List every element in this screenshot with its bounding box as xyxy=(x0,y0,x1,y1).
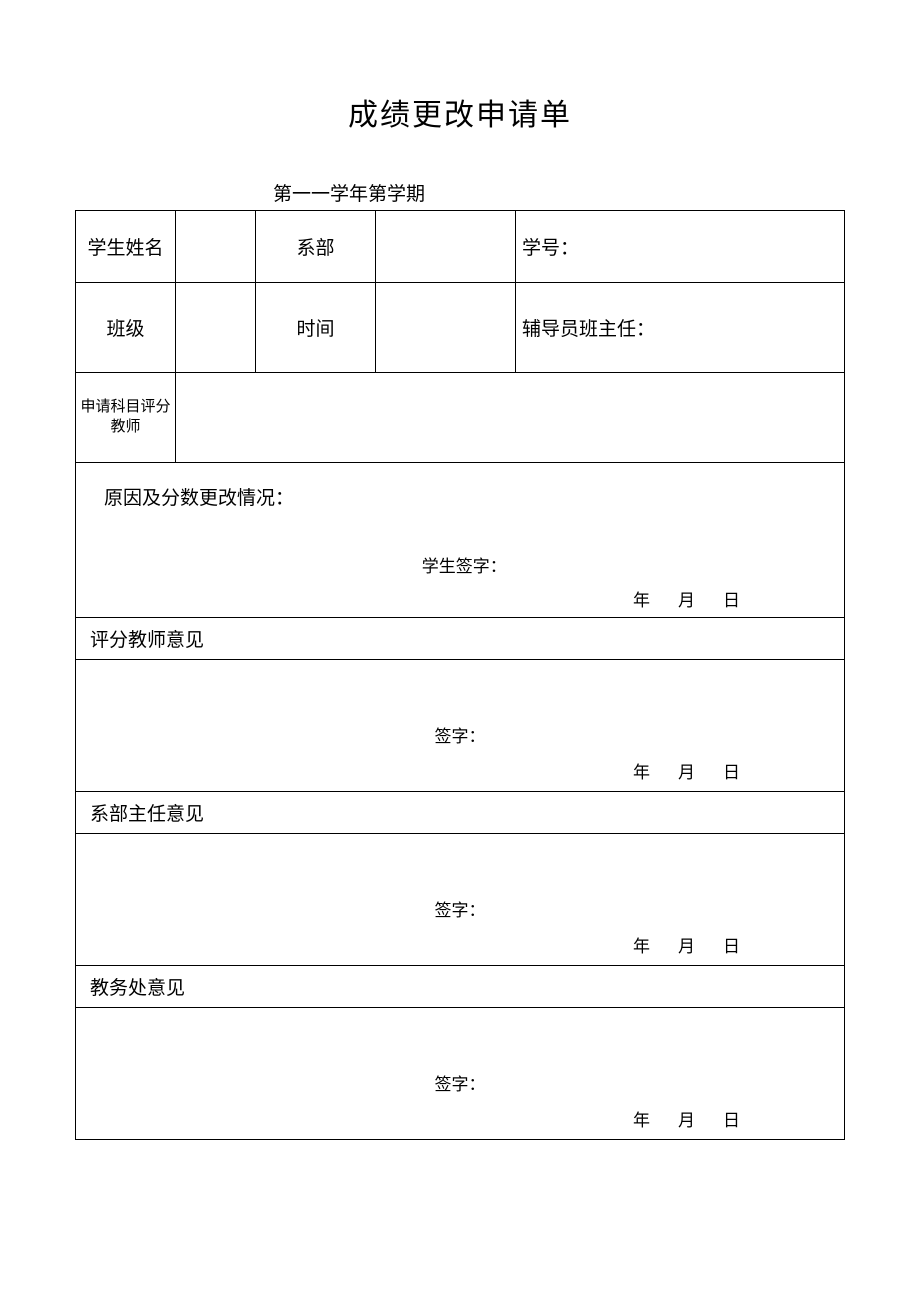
year-label: 年 xyxy=(633,1111,650,1130)
label-department: 系部 xyxy=(256,211,376,283)
section-teacher-opinion[interactable]: 签字： 年 月 日 xyxy=(76,660,845,792)
day-label: 日 xyxy=(723,591,740,610)
label-dept-head-opinion: 系部主任意见 xyxy=(76,792,845,834)
label-time: 时间 xyxy=(256,283,376,373)
month-label: 月 xyxy=(678,1111,695,1130)
year-label: 年 xyxy=(633,937,650,956)
teacher-date-line: 年月日 xyxy=(619,758,754,783)
form-title: 成绩更改申请单 xyxy=(75,90,845,134)
section-dept-head-opinion[interactable]: 签字： 年 月 日 xyxy=(76,834,845,966)
month-label: 月 xyxy=(678,763,695,782)
year-label: 年 xyxy=(633,591,650,610)
teacher-sign-label: 签字： xyxy=(435,722,486,747)
label-class: 班级 xyxy=(76,283,176,373)
form-table: 学生姓名 系部 学号： 班级 时间 辅导员班主任： 申请科目评分教师 原因及分数… xyxy=(75,210,845,1140)
reason-date-line: 年月日 xyxy=(619,586,754,611)
dept-date-line: 年月日 xyxy=(619,932,754,957)
section-admin-opinion[interactable]: 签字： 年 月 日 xyxy=(76,1008,845,1140)
label-student-sign: 学生签字： xyxy=(422,552,507,577)
label-apply-teacher: 申请科目评分教师 xyxy=(76,373,176,463)
dept-sign-label: 签字： xyxy=(435,896,486,921)
label-reason: 原因及分数更改情况： xyxy=(90,473,844,510)
label-admin-opinion: 教务处意见 xyxy=(76,966,845,1008)
month-label: 月 xyxy=(678,591,695,610)
label-counselor[interactable]: 辅导员班主任： xyxy=(516,283,845,373)
day-label: 日 xyxy=(723,763,740,782)
form-subtitle: 第一一学年第学期 xyxy=(273,179,845,206)
value-class[interactable] xyxy=(176,283,256,373)
label-student-id[interactable]: 学号： xyxy=(516,211,845,283)
day-label: 日 xyxy=(723,937,740,956)
value-student-name[interactable] xyxy=(176,211,256,283)
year-label: 年 xyxy=(633,763,650,782)
label-teacher-opinion: 评分教师意见 xyxy=(76,618,845,660)
value-apply-teacher[interactable] xyxy=(176,373,845,463)
section-reason[interactable]: 原因及分数更改情况： 学生签字： 年 月 日 xyxy=(76,463,845,618)
day-label: 日 xyxy=(723,1111,740,1130)
admin-date-line: 年月日 xyxy=(619,1106,754,1131)
value-department[interactable] xyxy=(376,211,516,283)
month-label: 月 xyxy=(678,937,695,956)
admin-sign-label: 签字： xyxy=(435,1070,486,1095)
label-student-name: 学生姓名 xyxy=(76,211,176,283)
value-time[interactable] xyxy=(376,283,516,373)
